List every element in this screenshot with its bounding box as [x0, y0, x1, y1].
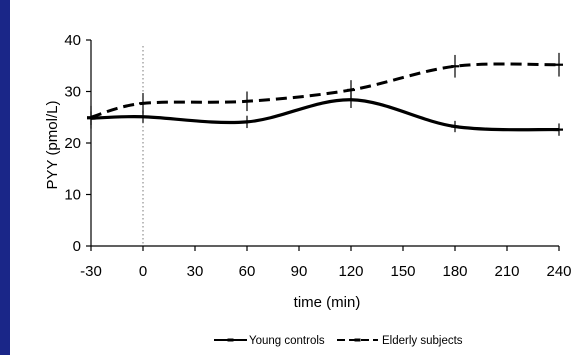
y-tick-label: 0 — [73, 238, 81, 255]
y-tick-label: 40 — [64, 32, 81, 49]
elderly-subjects-legend-label: Elderly subjects — [382, 335, 463, 347]
legend: Young controls Elderly subjects — [214, 335, 463, 347]
pyy-line-chart: 0 10 20 30 40 -30 0 30 60 90 120 150 180 210 240 PYY … — [44, 32, 572, 347]
x-tick-label: 120 — [338, 263, 363, 280]
elderly-subjects-series-line — [90, 62, 560, 119]
y-tick-label: 10 — [64, 187, 81, 204]
x-axis-label: time (min) — [294, 294, 361, 311]
x-tick-label: 90 — [291, 263, 308, 280]
x-tick-label: 0 — [139, 263, 147, 280]
x-tick-label: 30 — [187, 263, 204, 280]
young-controls-legend-label: Young controls — [249, 335, 325, 347]
y-tick-label: 20 — [64, 135, 81, 152]
y-axis-label: PYY (pmol/L) — [44, 101, 61, 190]
x-tick-label: -30 — [80, 263, 102, 280]
slide-background-edge — [0, 0, 10, 355]
x-tick-label: 240 — [546, 263, 571, 280]
x-tick-label: 180 — [442, 263, 467, 280]
x-axis: -30 0 30 60 90 120 150 180 210 240 — [80, 245, 572, 280]
chart-card: 0 10 20 30 40 -30 0 30 60 90 120 150 180 210 240 PYY … — [10, 0, 577, 355]
x-tick-label: 150 — [390, 263, 415, 280]
x-tick-label: 60 — [239, 263, 256, 280]
y-axis: 0 10 20 30 40 — [64, 32, 92, 255]
y-tick-label: 30 — [64, 84, 81, 101]
series-layer — [87, 46, 563, 246]
x-tick-label: 210 — [494, 263, 519, 280]
young-controls-series-line — [90, 98, 560, 132]
